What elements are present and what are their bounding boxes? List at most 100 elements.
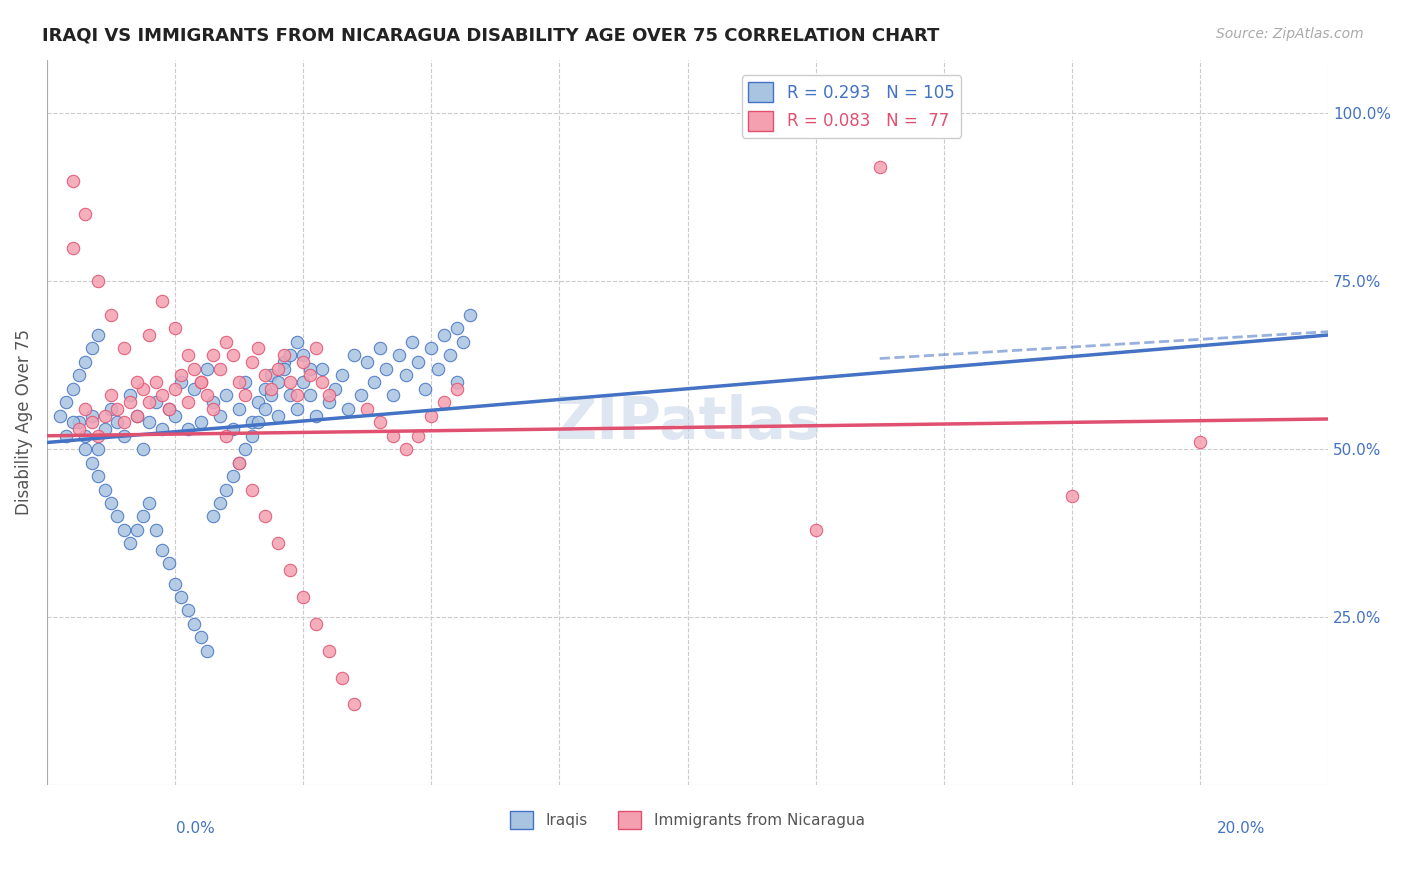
- Point: [413, 382, 436, 396]
- Point: [195, 644, 218, 658]
- Point: [247, 342, 270, 356]
- Point: [343, 698, 366, 712]
- Point: [105, 401, 128, 416]
- Point: [75, 355, 97, 369]
- Point: [240, 415, 263, 429]
- Point: [75, 207, 97, 221]
- Point: [145, 395, 167, 409]
- Point: [273, 348, 295, 362]
- Point: [215, 388, 238, 402]
- Point: [228, 375, 250, 389]
- Point: [446, 375, 468, 389]
- Point: [150, 388, 173, 402]
- Point: [132, 442, 155, 457]
- Point: [298, 368, 321, 383]
- Point: [105, 509, 128, 524]
- Point: [183, 361, 205, 376]
- Point: [401, 334, 423, 349]
- Point: [458, 308, 481, 322]
- Point: [177, 395, 200, 409]
- Point: [202, 509, 225, 524]
- Point: [93, 409, 115, 423]
- Point: [183, 382, 205, 396]
- Point: [120, 395, 142, 409]
- Point: [260, 382, 283, 396]
- Point: [305, 409, 328, 423]
- Point: [395, 442, 418, 457]
- Text: IRAQI VS IMMIGRANTS FROM NICARAGUA DISABILITY AGE OVER 75 CORRELATION CHART: IRAQI VS IMMIGRANTS FROM NICARAGUA DISAB…: [42, 27, 939, 45]
- Text: Source: ZipAtlas.com: Source: ZipAtlas.com: [1216, 27, 1364, 41]
- Point: [260, 388, 283, 402]
- Point: [235, 442, 257, 457]
- Point: [408, 429, 430, 443]
- Legend: Iraqis, Immigrants from Nicaragua: Iraqis, Immigrants from Nicaragua: [505, 805, 870, 836]
- Point: [375, 361, 398, 376]
- Point: [163, 382, 186, 396]
- Point: [292, 590, 315, 604]
- Point: [48, 409, 70, 423]
- Point: [190, 375, 212, 389]
- Point: [433, 395, 456, 409]
- Point: [62, 415, 84, 429]
- Point: [112, 342, 135, 356]
- Y-axis label: Disability Age Over 75: Disability Age Over 75: [15, 329, 32, 516]
- Point: [318, 644, 340, 658]
- Point: [120, 388, 142, 402]
- Point: [120, 536, 142, 550]
- Point: [318, 388, 340, 402]
- Point: [55, 395, 77, 409]
- Point: [408, 355, 430, 369]
- Point: [62, 173, 84, 187]
- Point: [311, 361, 333, 376]
- Point: [298, 361, 321, 376]
- Point: [446, 382, 468, 396]
- Point: [150, 543, 173, 558]
- Point: [80, 409, 103, 423]
- Point: [93, 483, 115, 497]
- Point: [228, 456, 250, 470]
- Point: [215, 483, 238, 497]
- Point: [356, 401, 378, 416]
- Point: [305, 616, 328, 631]
- Text: ZIPatlas: ZIPatlas: [554, 394, 821, 450]
- Point: [318, 395, 340, 409]
- Point: [253, 382, 276, 396]
- Point: [433, 328, 456, 343]
- Point: [235, 388, 257, 402]
- Point: [240, 483, 263, 497]
- Point: [125, 375, 148, 389]
- Point: [138, 415, 160, 429]
- Point: [202, 395, 225, 409]
- Point: [202, 348, 225, 362]
- Point: [208, 496, 231, 510]
- Point: [80, 415, 103, 429]
- Point: [298, 388, 321, 402]
- Point: [75, 401, 97, 416]
- Point: [138, 395, 160, 409]
- Point: [426, 361, 449, 376]
- Point: [381, 429, 404, 443]
- Point: [285, 388, 308, 402]
- Point: [163, 409, 186, 423]
- Point: [368, 342, 391, 356]
- Point: [75, 442, 97, 457]
- Point: [228, 401, 250, 416]
- Point: [356, 355, 378, 369]
- Point: [253, 368, 276, 383]
- Point: [75, 429, 97, 443]
- Point: [190, 415, 212, 429]
- Point: [247, 395, 270, 409]
- Point: [145, 523, 167, 537]
- Point: [157, 401, 180, 416]
- Point: [62, 382, 84, 396]
- Point: [138, 496, 160, 510]
- Point: [87, 328, 110, 343]
- Point: [221, 348, 243, 362]
- Point: [221, 422, 243, 436]
- Point: [183, 616, 205, 631]
- Point: [266, 361, 288, 376]
- Point: [1188, 435, 1211, 450]
- Point: [177, 422, 200, 436]
- Point: [157, 557, 180, 571]
- Point: [125, 409, 148, 423]
